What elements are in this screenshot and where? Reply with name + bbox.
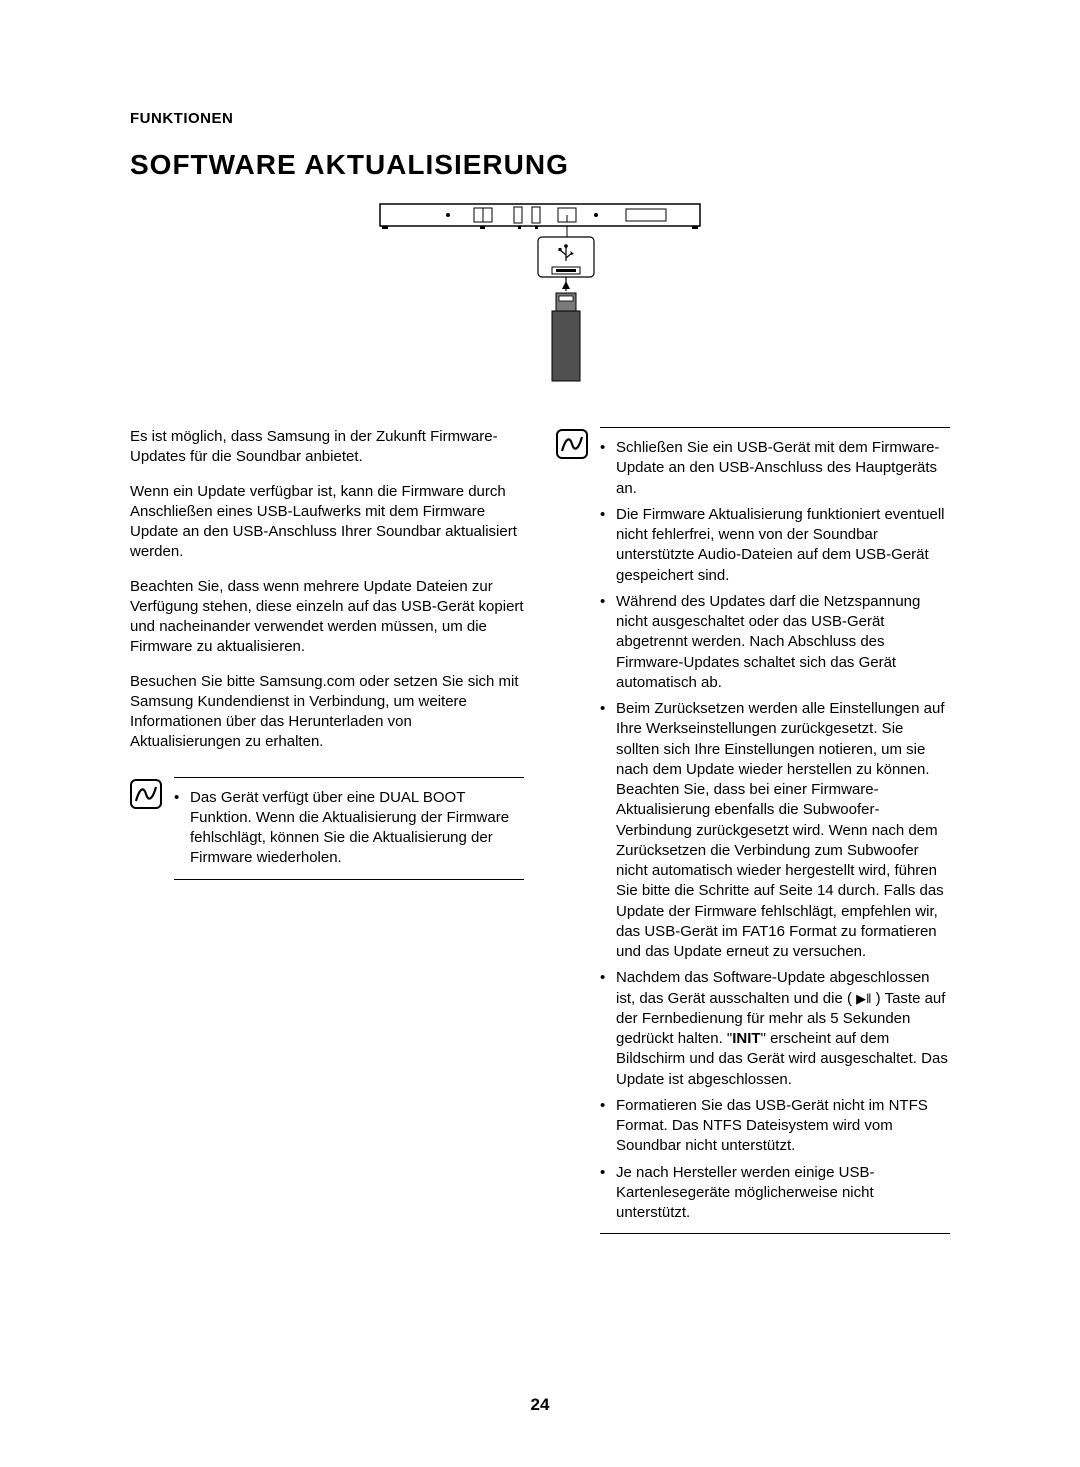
right-bullet-5: Nachdem das Software-Update abgeschlosse…	[600, 968, 950, 1090]
note-icon	[130, 779, 162, 814]
right-bullet-1: Schließen Sie ein USB-Gerät mit dem Firm…	[600, 438, 950, 499]
right-bullet-4: Beim Zurücksetzen werden alle Einstellun…	[600, 699, 950, 962]
right-column: Schließen Sie ein USB-Gerät mit dem Firm…	[556, 427, 950, 1234]
right-bullet-3: Während des Updates darf die Netzspannun…	[600, 592, 950, 693]
device-diagram	[130, 199, 950, 389]
play-pause-icon: ▶ǁ	[856, 991, 871, 1006]
left-para-4: Besuchen Sie bitte Samsung.com oder setz…	[130, 672, 524, 753]
divider	[600, 1233, 950, 1234]
left-para-3: Beachten Sie, dass wenn mehrere Update D…	[130, 577, 524, 658]
soundbar-usb-diagram-svg	[370, 199, 710, 389]
right-note-block: Schließen Sie ein USB-Gerät mit dem Firm…	[556, 427, 950, 1234]
right-note-body: Schließen Sie ein USB-Gerät mit dem Firm…	[600, 427, 950, 1234]
page-number: 24	[0, 1395, 1080, 1415]
left-note-body: Das Gerät verfügt über eine DUAL BOOT Fu…	[174, 777, 524, 880]
left-column: Es ist möglich, dass Samsung in der Zuku…	[130, 427, 524, 880]
left-note-bullet: Das Gerät verfügt über eine DUAL BOOT Fu…	[174, 788, 524, 869]
divider	[174, 777, 524, 778]
left-note-block: Das Gerät verfügt über eine DUAL BOOT Fu…	[130, 777, 524, 880]
content-columns: Es ist möglich, dass Samsung in der Zuku…	[130, 427, 950, 1234]
section-label: FUNKTIONEN	[130, 110, 950, 127]
right-bullet-2: Die Firmware Aktualisierung funktioniert…	[600, 505, 950, 586]
left-para-2: Wenn ein Update verfügbar ist, kann die …	[130, 482, 524, 563]
right-bullet-5-init: INIT	[732, 1030, 760, 1047]
right-bullet-6: Formatieren Sie das USB-Gerät nicht im N…	[600, 1096, 950, 1157]
left-para-1: Es ist möglich, dass Samsung in der Zuku…	[130, 427, 524, 468]
page-title: SOFTWARE AKTUALISIERUNG	[130, 149, 950, 181]
note-icon	[556, 429, 588, 464]
divider	[600, 427, 950, 428]
divider	[174, 879, 524, 880]
right-bullet-7: Je nach Hersteller werden einige USB-Kar…	[600, 1163, 950, 1224]
